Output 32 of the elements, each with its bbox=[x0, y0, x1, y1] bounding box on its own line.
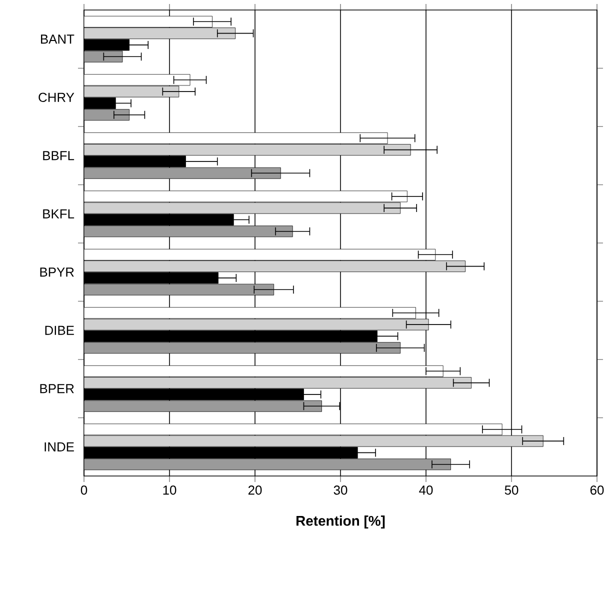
bar bbox=[84, 50, 123, 62]
y-tick-label: DIBE bbox=[45, 326, 74, 335]
bar bbox=[84, 86, 180, 98]
bar bbox=[84, 435, 544, 447]
y-tick-label: BBFL bbox=[43, 151, 74, 160]
bar bbox=[84, 400, 322, 412]
bar bbox=[84, 167, 281, 179]
x-tick-label: 30 bbox=[334, 486, 348, 495]
x-tick-label: 20 bbox=[248, 486, 262, 495]
y-tick-label: INDE bbox=[44, 442, 74, 452]
x-tick-label: 50 bbox=[504, 486, 518, 495]
y-tick-label: BPYR bbox=[40, 268, 74, 277]
x-tick-label: 0 bbox=[80, 486, 88, 495]
x-tick-label: 60 bbox=[590, 486, 604, 495]
bar bbox=[84, 377, 472, 389]
y-tick-label: BPER bbox=[40, 384, 74, 394]
bar bbox=[84, 342, 401, 354]
y-tick-label: BKFL bbox=[43, 209, 74, 218]
y-tick-label: CHRY bbox=[38, 92, 74, 102]
y-tick-label: BANT bbox=[41, 34, 74, 44]
bar bbox=[84, 318, 429, 330]
bar bbox=[84, 458, 451, 470]
bar bbox=[84, 28, 236, 40]
bar bbox=[84, 260, 466, 272]
bar bbox=[84, 144, 411, 156]
x-axis-title: Retention [%] bbox=[296, 516, 385, 529]
bar bbox=[84, 109, 130, 121]
x-tick-label: 10 bbox=[163, 486, 176, 495]
bar bbox=[84, 202, 401, 214]
bar bbox=[84, 284, 274, 296]
bar bbox=[84, 226, 293, 238]
x-tick-label: 40 bbox=[419, 486, 433, 495]
